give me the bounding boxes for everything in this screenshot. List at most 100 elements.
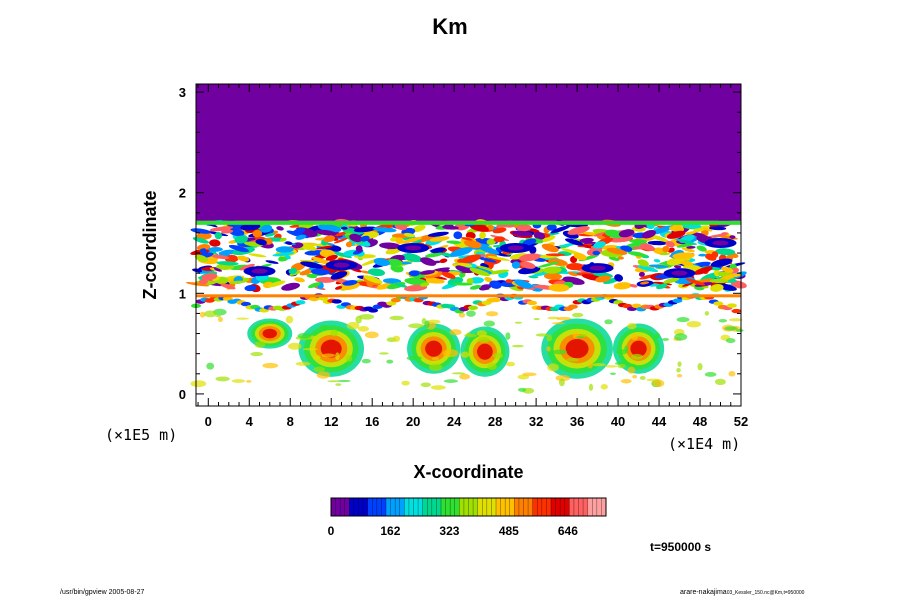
heatmap-cell [533,231,546,240]
heatmap-cell [514,279,533,289]
heatmap-cell [319,249,335,258]
colorbar-swatch [376,498,382,516]
heatmap-cell [276,226,284,231]
heatmap-cell [681,247,695,253]
heatmap-cell [469,285,482,290]
heatmap-cell [693,266,713,275]
colorbar-swatch [353,498,359,516]
heatmap-cell [185,282,210,287]
heatmap-cell [673,265,682,269]
colorbar-swatch [518,498,524,516]
x-tick-label: 28 [488,414,502,429]
heatmap-cell [231,379,246,383]
x-tick-label: 12 [324,414,338,429]
heatmap-cell [458,312,466,318]
colorbar-tick-label: 0 [328,524,335,538]
heatmap-cell [255,239,267,246]
heatmap-cell [342,280,358,286]
heatmap-cell [321,353,336,358]
plot-frame [195,83,742,407]
heatmap-cell [344,230,353,235]
heatmap-cell [367,268,385,277]
heatmap-cell [518,253,541,262]
colorbar-swatch [509,498,515,516]
colorbar-swatch [459,498,465,516]
colorbar-swatch [436,498,442,516]
heatmap-cell [382,278,402,284]
heatmap-cell [675,238,698,245]
heatmap-cell [395,237,404,244]
heatmap-cell [237,255,250,262]
colorbar-swatch [564,498,570,516]
colorbar-swatch [555,498,561,516]
heatmap-cell [299,270,311,276]
heatmap-cell [392,335,401,342]
colorbar-swatch [592,498,598,516]
heatmap-cell [206,362,215,370]
heatmap-cell [215,376,230,382]
heatmap-cell [566,263,585,271]
heatmap-cell [449,329,462,336]
heatmap-cell [600,384,608,390]
heatmap-cell [539,235,556,243]
heatmap-cell [632,375,638,379]
heatmap-cell [729,235,736,239]
heatmap-cell [517,387,527,392]
heatmap-cell [505,279,513,284]
heatmap-cell [284,254,291,260]
heatmap-cell [363,275,383,284]
heatmap-cell [486,238,497,245]
heatmap-cell [424,252,443,258]
heatmap-cell [295,300,306,305]
x-tick-label: 24 [447,414,462,429]
heatmap-cell [656,283,668,290]
heatmap-cell [610,372,616,376]
heatmap-cell [294,277,305,283]
heatmap-cell [199,248,207,254]
heatmap-cell [593,241,606,249]
heatmap-cell [595,275,611,283]
heatmap-cell [709,278,729,284]
heatmap-cell [355,245,363,252]
heatmap-cell [535,333,549,337]
colorbar-tick-label: 323 [439,524,459,538]
heatmap-cell [449,247,473,257]
heatmap-cell [711,251,719,259]
colorbar-swatch [505,498,511,516]
heatmap-cell [314,355,321,360]
heatmap-cell [604,365,618,368]
y-tick-label: 2 [179,186,186,201]
heatmap-cell [236,317,250,320]
heatmap-cell [541,243,559,253]
heatmap-cell [441,271,456,279]
heatmap-cell [661,337,670,341]
heatmap-cell [457,258,464,263]
colorbar-swatch [573,498,579,516]
heatmap-cell [698,253,707,257]
heatmap-cell [558,378,565,387]
heatmap-cell [408,270,420,277]
heatmap-cell [389,315,404,321]
heatmap-cell [325,254,338,261]
heatmap-cell [712,240,729,246]
heatmap-cell [731,308,742,314]
heatmap-cell [466,310,476,317]
heatmap-cell [685,231,697,235]
heatmap-cell [556,316,572,321]
heatmap-cell [725,338,736,344]
colorbar-swatch [578,498,584,516]
footer-source: arare-nakajima03_Kessler_150.nc@Km,t=950… [680,589,804,596]
heatmap-cell [713,301,724,306]
heatmap-cell [485,311,499,317]
heatmap-cell [287,342,302,350]
x-scale-note: (×1E4 m) [668,435,740,453]
heatmap-cell [254,341,266,348]
heatmap-cell [651,225,674,235]
heatmap-cell [460,351,470,358]
colorbar-swatch [587,498,593,516]
heatmap-cell [430,247,446,254]
heatmap-cell [579,333,588,338]
heatmap-cell [405,245,422,251]
heatmap-cell [198,279,208,285]
heatmap-cell [386,301,397,306]
